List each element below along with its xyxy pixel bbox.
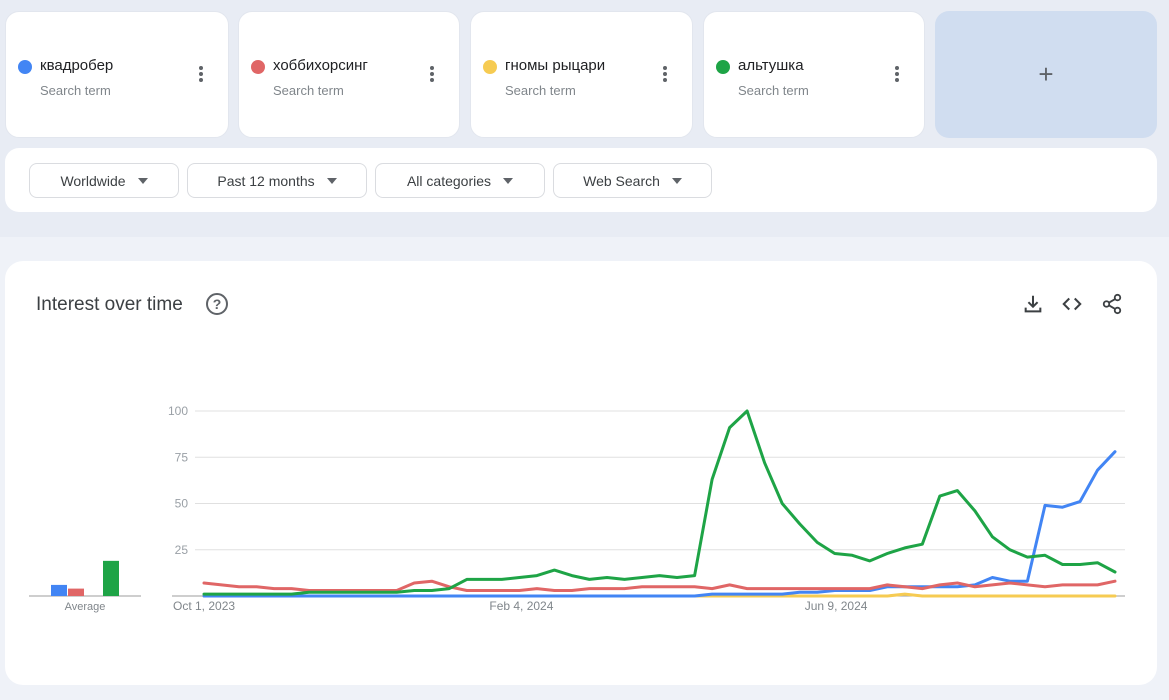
interest-over-time-panel: Interest over time ? — [5, 261, 1157, 685]
term-card[interactable]: хоббихорсинг Search term — [238, 11, 460, 138]
share-icon[interactable] — [1101, 293, 1123, 315]
panel-title: Interest over time — [36, 294, 183, 315]
caret-down-icon — [671, 177, 682, 184]
category-filter[interactable]: All categories — [375, 163, 545, 198]
term-type: Search term — [273, 83, 344, 98]
series-color-dot-icon — [18, 60, 32, 74]
term-type: Search term — [738, 83, 809, 98]
series-color-dot-icon — [716, 60, 730, 74]
term-type: Search term — [505, 83, 576, 98]
search-type-filter-label: Web Search — [583, 172, 660, 189]
period-filter[interactable]: Past 12 months — [187, 163, 367, 198]
term-type: Search term — [40, 83, 111, 98]
download-icon[interactable] — [1022, 293, 1044, 315]
term-name[interactable]: альтушка — [738, 57, 804, 74]
embed-code-icon[interactable] — [1061, 293, 1083, 315]
term-card[interactable]: квадробер Search term — [5, 11, 229, 138]
term-name[interactable]: гномы рыцари — [505, 57, 606, 74]
caret-down-icon — [503, 177, 514, 184]
add-comparison-button[interactable]: + — [935, 11, 1157, 138]
term-card[interactable]: альтушка Search term — [703, 11, 925, 138]
series-color-dot-icon — [251, 60, 265, 74]
series-color-dot-icon — [483, 60, 497, 74]
filter-bar: Worldwide Past 12 months All categories … — [5, 148, 1157, 212]
more-options-icon[interactable] — [662, 66, 668, 86]
category-filter-label: All categories — [406, 172, 492, 189]
search-type-filter[interactable]: Web Search — [553, 163, 712, 198]
more-options-icon[interactable] — [198, 66, 204, 86]
more-options-icon[interactable] — [429, 66, 435, 86]
help-icon[interactable]: ? — [206, 293, 228, 315]
more-options-icon[interactable] — [894, 66, 900, 86]
region-filter[interactable]: Worldwide — [29, 163, 179, 198]
caret-down-icon — [326, 177, 337, 184]
caret-down-icon — [137, 177, 148, 184]
region-filter-label: Worldwide — [60, 172, 126, 189]
term-card[interactable]: гномы рыцари Search term — [470, 11, 693, 138]
period-filter-label: Past 12 months — [217, 172, 315, 189]
term-name[interactable]: квадробер — [40, 57, 114, 74]
term-name[interactable]: хоббихорсинг — [273, 57, 368, 74]
